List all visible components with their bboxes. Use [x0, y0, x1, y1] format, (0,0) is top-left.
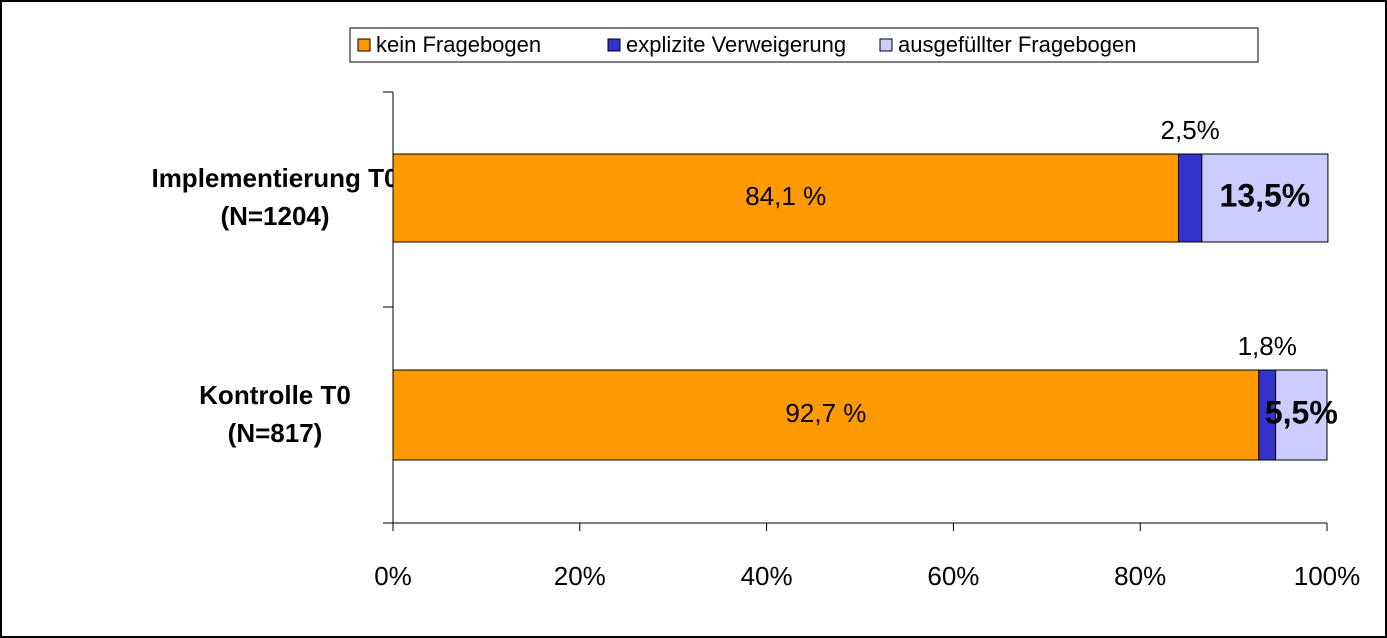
bar-segment — [1201, 153, 1329, 243]
legend-swatch — [879, 38, 893, 52]
category-label-line: (N=1204) — [220, 201, 329, 231]
value-label: 92,7 % — [785, 398, 866, 428]
legend-box — [349, 27, 1259, 63]
category-label: Kontrolle T0 (N=817) — [199, 380, 351, 448]
legend-label: kein Fragebogen — [376, 32, 541, 57]
legend-swatch — [357, 38, 371, 52]
category-label-line: (N=817) — [228, 418, 323, 448]
bar-segment — [1275, 369, 1328, 461]
legend-label: ausgefüllter Fragebogen — [898, 32, 1137, 57]
x-tick-label: 20% — [554, 561, 606, 591]
x-tick-label: 80% — [1114, 561, 1166, 591]
value-label: 1,8% — [1238, 331, 1297, 361]
value-label: 5,5% — [1265, 394, 1338, 430]
value-label: 2,5% — [1161, 115, 1220, 145]
x-tick-label: 0% — [374, 561, 412, 591]
category-label-line: Implementierung T0 — [151, 163, 398, 193]
x-tick-label: 40% — [741, 561, 793, 591]
category-label: Implementierung T0 (N=1204) — [151, 163, 398, 231]
x-tick-label: 100% — [1294, 561, 1361, 591]
x-tick-label: 60% — [927, 561, 979, 591]
bar-segment — [1177, 153, 1203, 243]
value-label: 84,1 % — [745, 181, 826, 211]
bar-segment — [392, 369, 1260, 461]
value-label: 13,5% — [1220, 177, 1311, 213]
bar-segment — [392, 153, 1179, 243]
legend-label: explizite Verweigerung — [626, 32, 846, 57]
category-label-line: Kontrolle T0 — [199, 380, 351, 410]
legend-swatch — [607, 38, 621, 52]
